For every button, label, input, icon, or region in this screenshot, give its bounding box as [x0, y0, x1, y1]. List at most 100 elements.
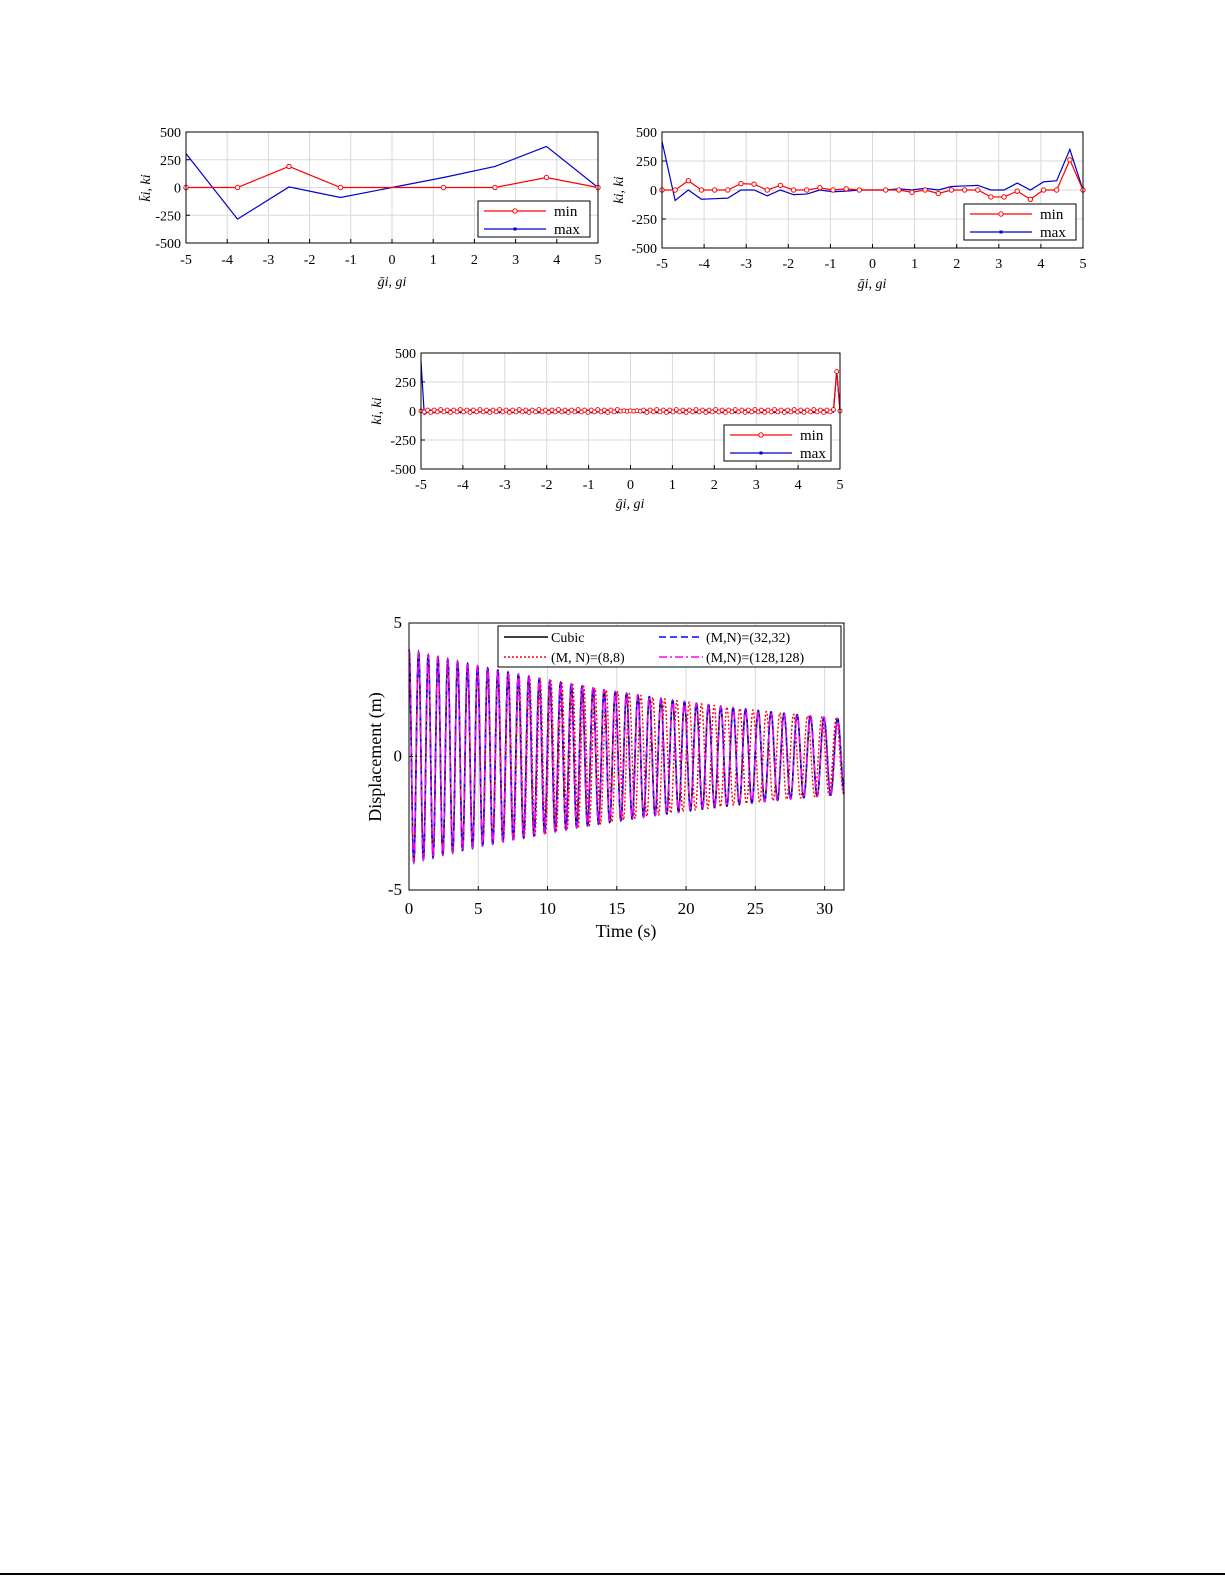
series-point-min	[438, 407, 444, 413]
series-point-min	[798, 407, 804, 413]
chart-bottom: 0 5 10 15 20 25 30 -505 Time (s) Displacement …	[365, 613, 845, 942]
series-point-min	[542, 407, 548, 413]
series-point-min	[672, 187, 678, 193]
series-point-min	[948, 187, 955, 193]
x-tick-label: -1	[345, 253, 357, 268]
y-tick-label: 500	[160, 126, 181, 141]
legend-label-min: min	[554, 204, 578, 220]
series-point-min	[1027, 196, 1034, 202]
x-tick-label: -2	[304, 253, 316, 268]
legend-box	[497, 625, 842, 668]
series-point-min	[685, 178, 692, 184]
y-tick-label: 500	[636, 126, 657, 141]
series-point-min	[440, 184, 447, 191]
series-point-min	[749, 409, 755, 415]
chart-top-left-y-label: k̄i, ki	[138, 174, 154, 201]
series-point-min	[425, 407, 430, 413]
x-tick-label: 0	[405, 899, 414, 918]
series-point-min	[641, 407, 647, 413]
series-point-min	[428, 409, 434, 415]
series-point-min	[457, 407, 463, 413]
series-point-min	[791, 407, 797, 413]
y-tick-label: 250	[636, 155, 657, 170]
x-tick-label: 2	[711, 478, 718, 493]
series-point-min	[831, 407, 836, 413]
series-point-min	[670, 409, 676, 415]
chart-top-left-series	[183, 145, 601, 220]
x-tick-label: -4	[698, 257, 710, 272]
series-point-min	[709, 409, 715, 415]
chart-bottom-axes-box	[408, 622, 845, 891]
x-tick-label: -2	[782, 257, 794, 272]
series-point-min	[817, 407, 823, 413]
chart-top-right-axes-box	[661, 131, 1084, 249]
chart-top-right-x-tick-labels: -5 -4 -3 -2 -1 0 1 2 3 4 5	[656, 257, 1086, 272]
series-point-min	[693, 407, 699, 413]
x-tick-label: 15	[608, 899, 625, 918]
x-tick-label: 4	[795, 478, 802, 493]
series-point-min	[572, 409, 578, 415]
x-tick-label: 5	[837, 478, 844, 493]
legend-marker-min	[512, 208, 518, 214]
chart-middle-y-label: ki, ki	[370, 397, 385, 424]
chart-top-right-series	[659, 141, 1086, 202]
x-tick-label: 1	[430, 253, 437, 268]
series-point-min	[698, 187, 705, 193]
chart-middle-y-tick-labels: -500 -250 0 250 500	[390, 347, 416, 478]
series-point-min	[503, 407, 509, 413]
x-tick-label: -4	[457, 478, 469, 493]
series-point-min	[234, 184, 241, 191]
y-tick-label: 0	[174, 182, 181, 197]
chart-bottom-x-label: Time (s)	[596, 921, 657, 942]
chart-middle-axes-box	[420, 352, 841, 470]
y-tick-label: -250	[631, 213, 657, 228]
series-point-min	[801, 409, 807, 415]
series-point-min	[811, 407, 817, 413]
series-point-min	[781, 409, 787, 415]
series-point-min	[286, 163, 292, 170]
x-tick-label: -3	[499, 478, 511, 493]
legend-label: Cubic	[551, 631, 584, 646]
series-point-min	[856, 187, 863, 193]
x-tick-label: -4	[221, 253, 233, 268]
series-point-min	[506, 409, 512, 415]
series-point-min	[1053, 187, 1060, 193]
series-point-min	[739, 407, 745, 413]
series-point-min	[654, 407, 660, 413]
series-point-min	[768, 409, 774, 415]
series-point-min	[611, 409, 617, 415]
y-tick-label: 0	[394, 747, 403, 766]
chart-top-right-x-label: ḡi, gi	[858, 277, 887, 292]
legend-label: (M, N)=(8,8)	[551, 651, 625, 666]
series-point-min	[975, 187, 981, 193]
y-tick-label: 5	[394, 613, 403, 632]
x-tick-label: 5	[1080, 257, 1087, 272]
series-point-min	[1001, 194, 1007, 200]
chart-top-right-y-tick-labels: -500 -250 0 250 500	[631, 126, 657, 257]
x-tick-label: 2	[953, 257, 960, 272]
series-point-min	[752, 407, 758, 413]
series-point-min	[751, 181, 757, 187]
y-tick-label: -5	[388, 880, 402, 899]
chart-top-left-y-tick-labels: -500 -250 0 250 500	[155, 126, 181, 252]
legend-label: (M,N)=(128,128)	[706, 651, 804, 666]
series-point-min	[660, 407, 666, 413]
series-point-min	[605, 409, 611, 415]
series-point-min	[664, 409, 669, 415]
series-point-min	[764, 187, 770, 193]
chart-middle-legend: min max	[723, 424, 832, 462]
series-point-min	[722, 409, 728, 415]
x-tick-label: 1	[911, 257, 918, 272]
chart-middle-series	[418, 361, 843, 416]
series-point-min	[546, 409, 552, 415]
series-line-(M,N)=(128,128)	[408, 649, 845, 865]
series-point-min	[477, 407, 483, 413]
x-tick-label: -3	[263, 253, 275, 268]
series-point-min	[725, 187, 731, 193]
page-bottom-rule	[0, 1573, 1225, 1575]
series-point-min	[988, 194, 994, 200]
legend-marker-max	[759, 451, 763, 455]
legend-label: (M,N)=(32,32)	[706, 631, 790, 646]
